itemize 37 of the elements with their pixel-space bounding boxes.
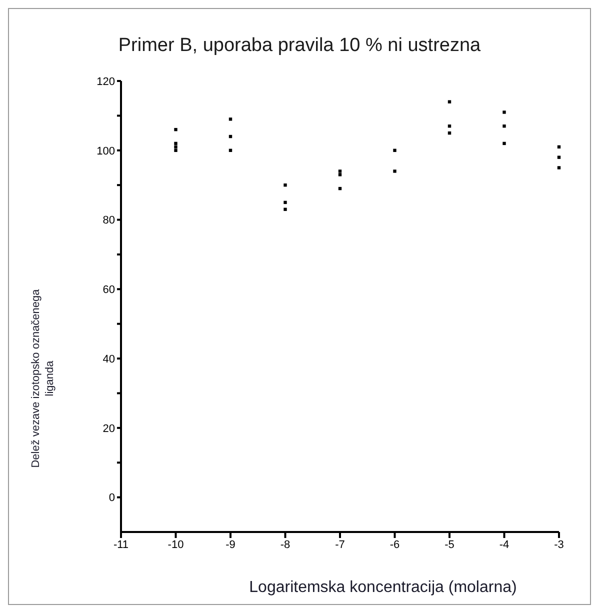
- point: [557, 166, 561, 170]
- x-tick-label: -9: [226, 538, 236, 551]
- chart-title: Primer B, uporaba pravila 10 % ni ustrezna: [118, 35, 482, 56]
- x-tick-label: -3: [554, 538, 564, 551]
- x-tick-label: -11: [113, 538, 129, 551]
- y-tick-label: 0: [108, 492, 115, 504]
- x-tick-label: -8: [280, 538, 290, 551]
- point: [502, 142, 506, 146]
- y-axis-title: Delež vezave izotopsko označenega liganda: [30, 288, 56, 468]
- point: [174, 128, 178, 132]
- x-tick-label: -6: [390, 538, 400, 551]
- point: [284, 200, 287, 204]
- y-tick-label: 100: [96, 145, 115, 158]
- point: [338, 170, 342, 173]
- y-tick-label: 120: [96, 76, 115, 88]
- point: [557, 156, 561, 159]
- x-tick-label: -10: [168, 538, 184, 551]
- y-tick-label: 80: [102, 214, 115, 227]
- point: [448, 100, 452, 104]
- y-tick-label: 60: [102, 284, 115, 296]
- point: [174, 148, 178, 152]
- y-tick-label: 40: [102, 353, 115, 366]
- point: [393, 170, 396, 173]
- point: [502, 124, 506, 128]
- x-tick-label: -7: [335, 538, 345, 551]
- x-axis-title: Logaritemska koncentracija (molarna): [249, 579, 517, 596]
- point: [284, 208, 287, 211]
- point: [502, 110, 506, 114]
- point: [174, 145, 178, 149]
- point: [228, 118, 232, 121]
- x-tick-label: -4: [499, 538, 510, 551]
- point: [174, 142, 178, 146]
- x-tick-label: -5: [444, 538, 454, 551]
- y-tick-label: 20: [102, 422, 115, 435]
- point: [393, 148, 396, 152]
- point: [284, 183, 287, 187]
- point: [338, 173, 342, 176]
